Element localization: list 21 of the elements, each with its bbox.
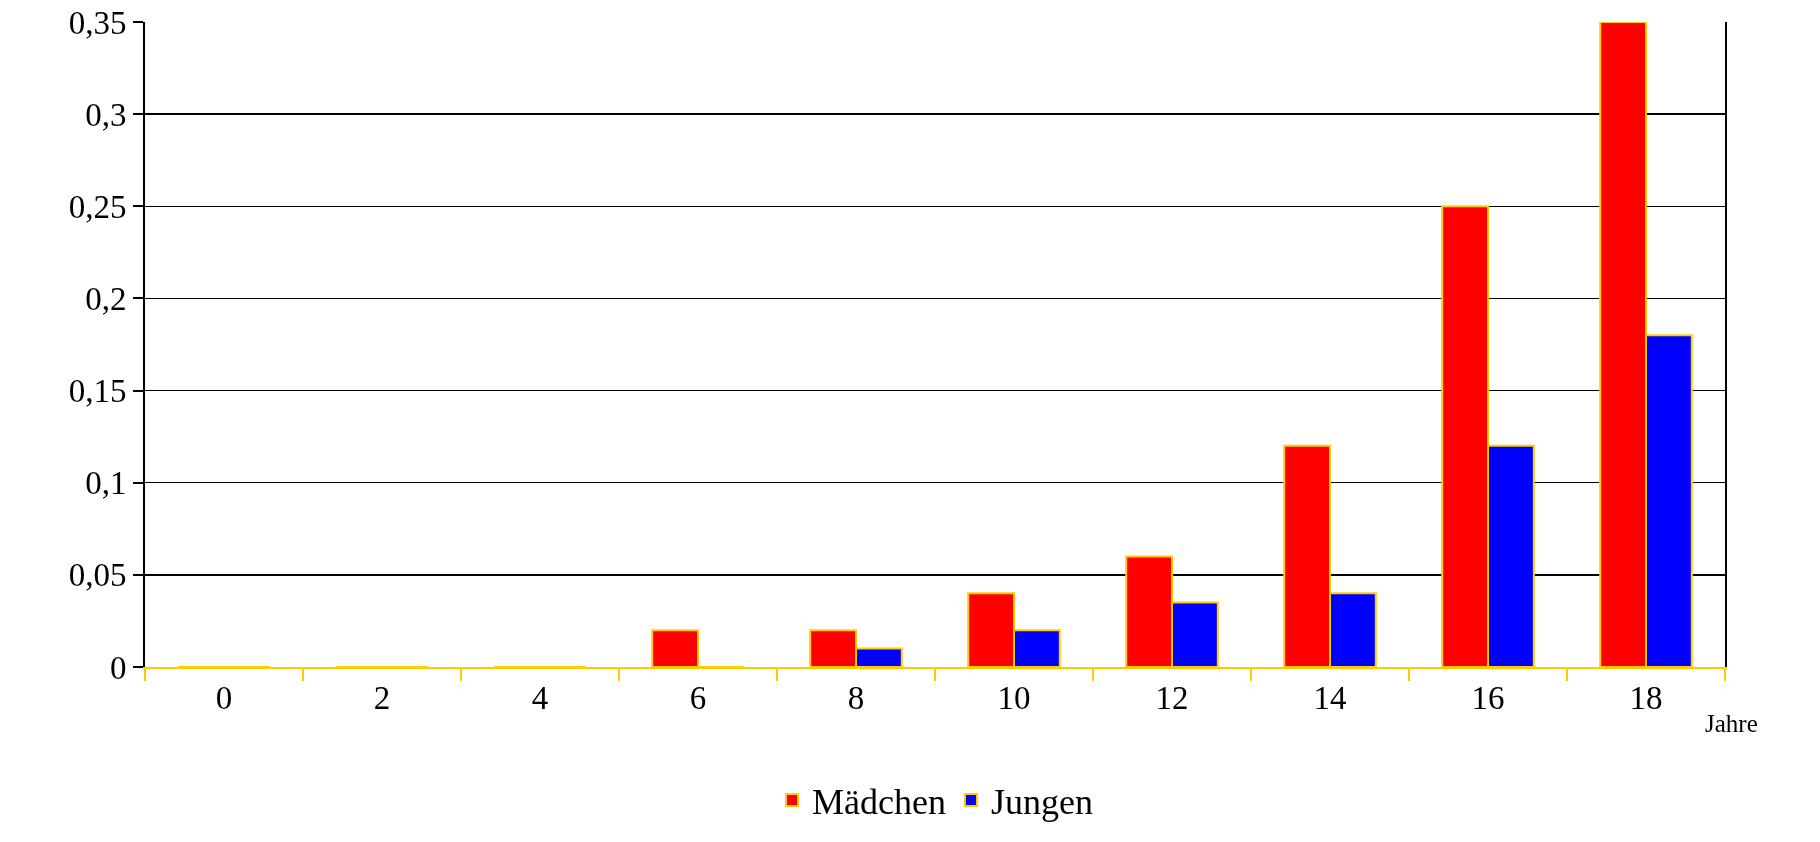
x-tick-label: 10 [997,679,1031,716]
x-tick-label: 12 [1155,679,1189,716]
x-tick-label: 14 [1313,679,1347,716]
y-tick-label: 0,25 [68,188,127,225]
x-tick-label: 2 [373,679,391,716]
x-tick-label: 6 [689,679,707,716]
y-tick-label: 0,35 [68,4,127,41]
x-tick-label: 4 [531,679,549,716]
x-tick-label: 16 [1471,679,1505,716]
x-axis-title: Jahre [1705,710,1758,737]
x-tick-label: 8 [847,679,865,716]
y-tick-label: 0,05 [68,557,127,594]
y-tick-label: 0,15 [68,373,127,410]
legend-label: Mädchen [812,782,946,823]
x-tick-label: 0 [215,679,233,716]
y-tick-label: 0,2 [85,280,127,317]
y-tick-label: 0,1 [85,465,127,502]
y-tick-label: 0,3 [85,96,127,133]
y-tick-label: 0 [109,649,127,686]
legend-label: Jungen [990,782,1093,823]
x-tick-label: 18 [1629,679,1663,716]
